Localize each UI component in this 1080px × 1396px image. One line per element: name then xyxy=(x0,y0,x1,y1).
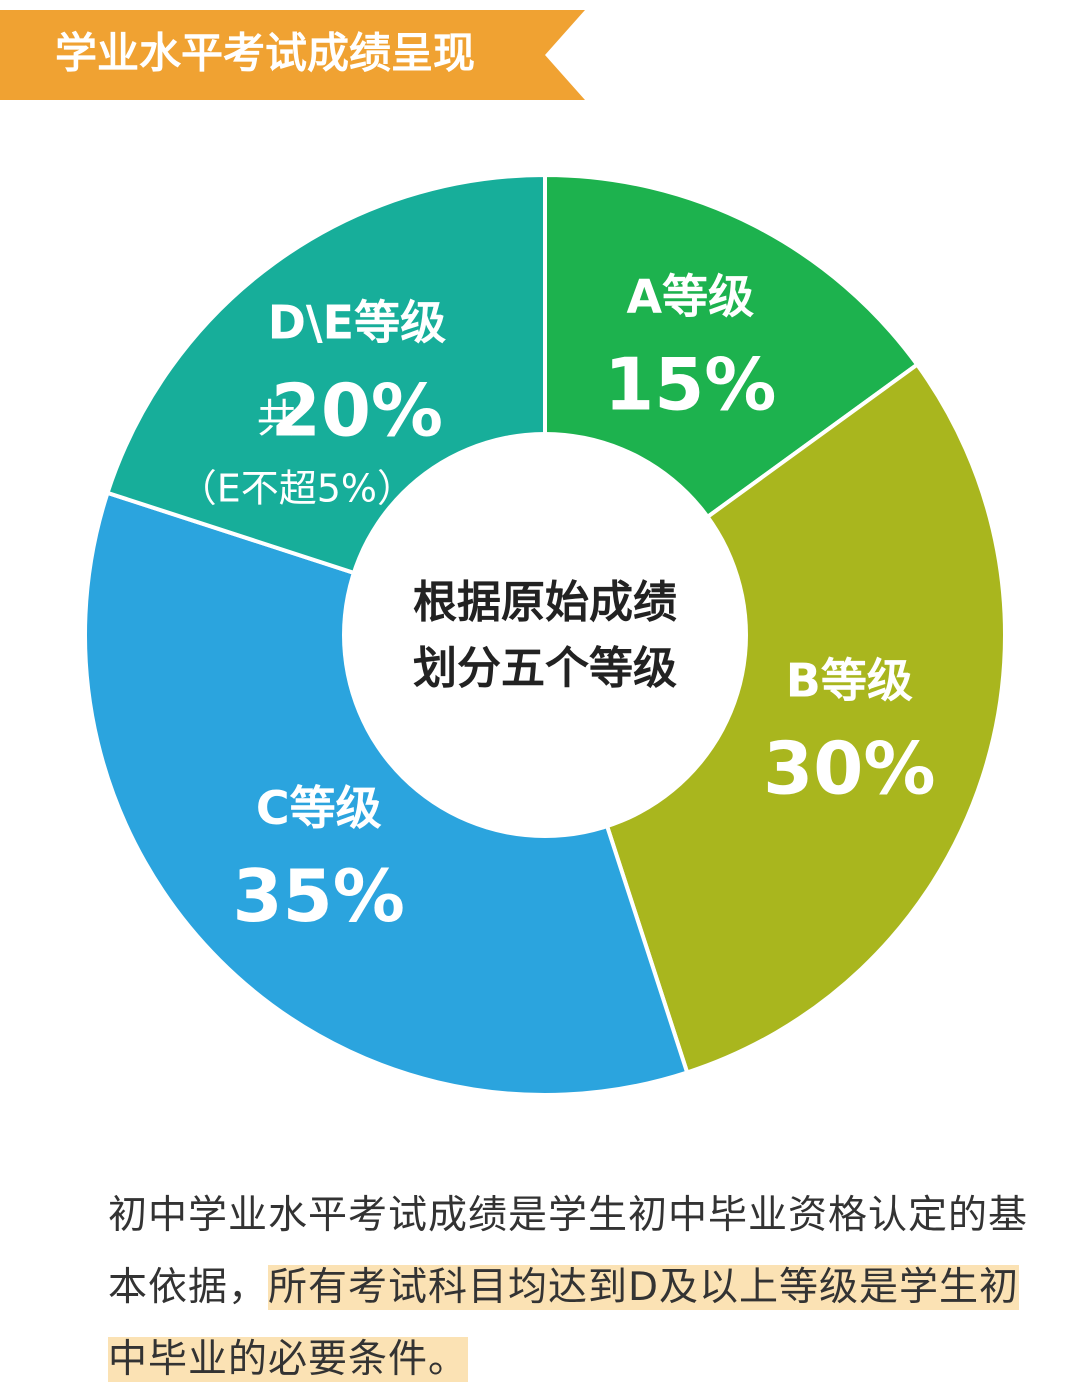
center-hole xyxy=(342,432,748,838)
slice-value-label: 20% xyxy=(271,369,443,453)
footer-text: 初中学业水平考试成绩是学生初中毕业资格认定的基本依据，所有考试科目均达到D及以上… xyxy=(108,1180,1038,1396)
slice-name: B等级 xyxy=(786,653,913,707)
title: 学业水平考试成绩呈现 xyxy=(55,29,475,78)
annotation: 共 xyxy=(257,396,297,442)
title-banner xyxy=(0,10,585,100)
center-text: 划分五个等级 xyxy=(413,643,677,694)
slice-name: D\E等级 xyxy=(268,296,446,350)
slice-value-label: 30% xyxy=(763,726,935,810)
center-text: 根据原始成绩 xyxy=(413,577,677,628)
annotation: （E不超5%） xyxy=(179,467,415,511)
slice-name: A等级 xyxy=(626,269,754,323)
slice-name: C等级 xyxy=(256,781,382,835)
slice-value-label: 35% xyxy=(233,854,405,938)
slice-value-label: 15% xyxy=(604,342,776,426)
footer-plain: 初中学业水平考试成绩是学生初中毕业资格认定的基本依据， xyxy=(108,1193,1029,1310)
pie-slice xyxy=(542,361,1007,1076)
